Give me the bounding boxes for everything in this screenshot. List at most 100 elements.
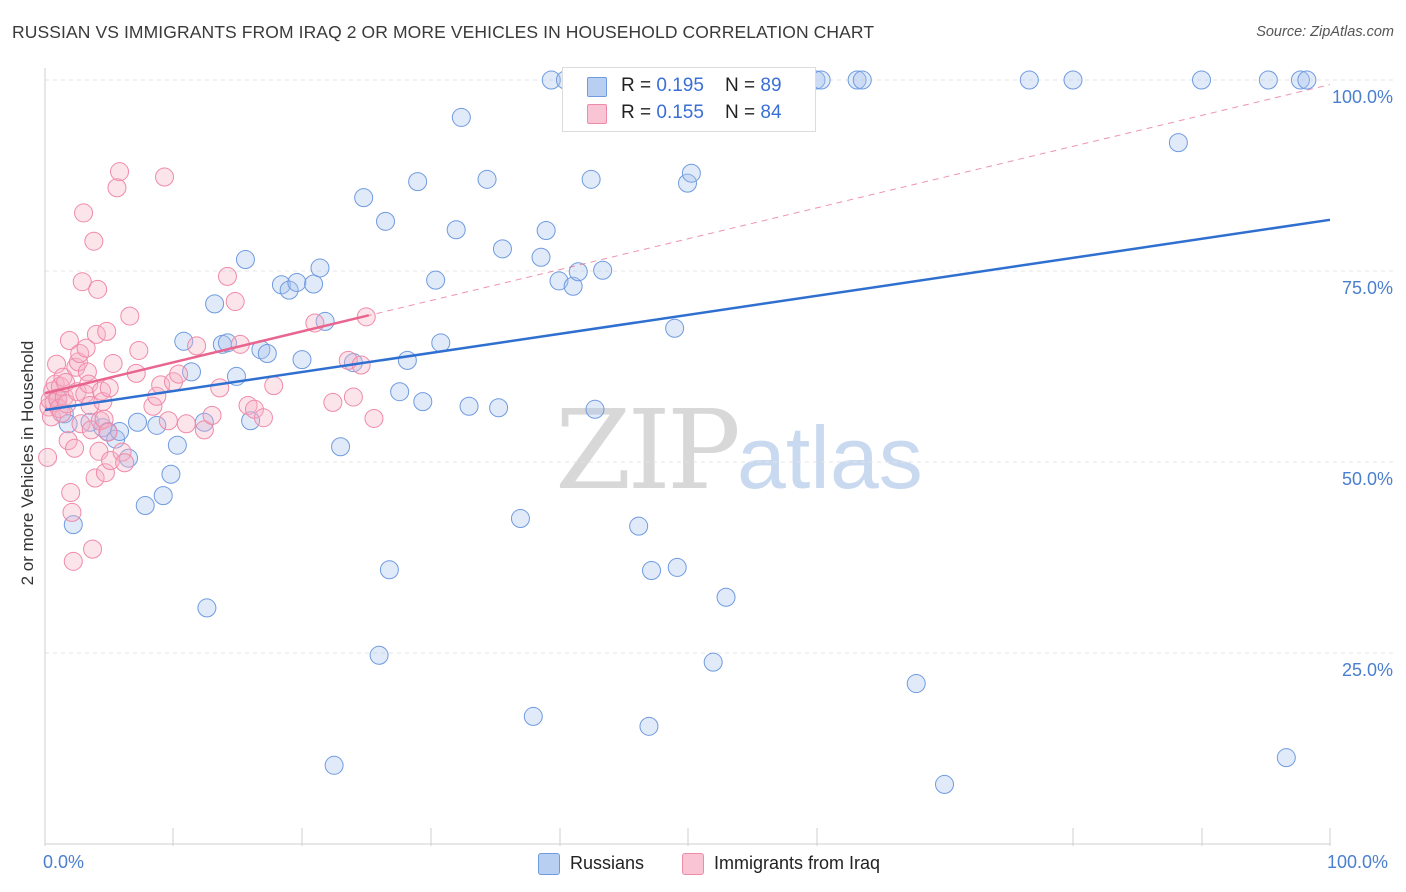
russians-point <box>167 435 187 455</box>
russians-point <box>135 496 155 516</box>
russians-point <box>304 274 324 294</box>
iraq-point <box>92 381 112 401</box>
russians-point <box>678 173 697 193</box>
iraq-point <box>65 438 85 458</box>
iraq-point <box>88 279 108 299</box>
y-tick-label: 50.0% <box>1341 469 1393 489</box>
russians-point <box>257 344 277 364</box>
russians-point <box>235 250 255 270</box>
iraq-point <box>95 463 115 483</box>
x-tick-label-min: 0.0% <box>43 852 85 872</box>
russians-trend-line <box>44 218 1331 412</box>
y-axis-label-wrap: 2 or more Vehicles in Household <box>6 0 50 892</box>
russians-point <box>1276 748 1296 768</box>
iraq-point <box>97 321 117 341</box>
iraq-trend-line <box>44 314 370 395</box>
russians-point <box>1290 70 1310 90</box>
russians-point <box>241 411 261 431</box>
russians-point <box>585 399 605 419</box>
russians-point <box>63 515 83 535</box>
russians-point <box>1168 133 1188 153</box>
legend-label: Russians <box>570 853 645 873</box>
iraq-swatch <box>587 104 607 124</box>
russians-point <box>703 652 723 672</box>
russians-point <box>477 169 497 189</box>
iraq-point <box>110 162 130 182</box>
iraq-point <box>53 367 73 387</box>
y-tick-label: 25.0% <box>1341 660 1393 680</box>
iraq-point <box>143 396 163 416</box>
russians-point <box>531 247 551 267</box>
y-tick-label: 100.0% <box>1331 87 1393 107</box>
iraq-point <box>217 266 237 286</box>
russians-point <box>197 598 217 618</box>
iraq-point <box>61 483 81 503</box>
russians-point <box>446 220 466 240</box>
russians-point <box>408 172 428 192</box>
russians-point <box>174 331 194 351</box>
iraq-point <box>72 272 92 292</box>
iraq-point <box>155 167 175 187</box>
iraq-point <box>210 378 230 398</box>
russians-point <box>390 382 410 402</box>
russians-point <box>279 280 299 300</box>
russians-point <box>541 70 561 90</box>
iraq-point <box>202 405 222 425</box>
russians-point <box>536 221 556 241</box>
iraq-point <box>89 441 109 461</box>
stats-text: R = 0.155 N = 84 <box>621 102 782 123</box>
russians-point <box>563 276 583 296</box>
russians-point <box>549 271 569 291</box>
iraq-point <box>71 414 91 434</box>
russians-point <box>716 587 736 607</box>
source-label: Source: ZipAtlas.com <box>1256 24 1394 40</box>
iraq-point <box>323 392 343 412</box>
russians-point <box>568 262 588 282</box>
russians-point <box>413 392 433 412</box>
y-tick-label: 75.0% <box>1341 278 1393 298</box>
russians-point <box>665 318 685 338</box>
iraq-point <box>70 344 90 364</box>
iraq-point <box>77 362 97 382</box>
russians-point <box>310 258 330 278</box>
russians-point <box>459 396 479 416</box>
russians-point <box>667 557 687 577</box>
russians-point <box>376 211 396 231</box>
russians-point <box>642 560 662 580</box>
iraq-point <box>86 324 106 344</box>
russians-point <box>324 755 344 775</box>
watermark: ZIPatlas <box>555 395 923 513</box>
iraq-point <box>364 408 384 428</box>
iraq-legend-swatch <box>682 853 704 875</box>
russians-point <box>1297 70 1317 90</box>
legend-label: Immigrants from Iraq <box>714 853 881 873</box>
russians-point <box>510 509 530 529</box>
russians-point <box>935 774 954 794</box>
iraq-point <box>84 231 104 251</box>
russians-point <box>847 70 867 90</box>
watermark-atlas: atlas <box>736 408 923 507</box>
russians-point <box>629 516 649 536</box>
russians-point <box>431 333 451 353</box>
russians-point <box>379 560 399 580</box>
russians-legend-swatch <box>538 853 560 875</box>
russians-point <box>1258 70 1278 90</box>
iraq-point <box>187 336 207 356</box>
iraq-point <box>107 178 127 198</box>
russians-point <box>153 486 173 506</box>
iraq-point <box>76 338 96 358</box>
russians-point <box>906 674 926 694</box>
russians-point <box>205 294 225 314</box>
iraq-point <box>63 551 83 571</box>
iraq-point <box>169 364 189 384</box>
russians-point <box>523 706 543 726</box>
russians-point <box>852 70 872 90</box>
russians-point <box>161 464 181 484</box>
stats-text: R = 0.195 N = 89 <box>621 75 782 96</box>
iraq-point <box>38 447 58 467</box>
russians-point <box>593 260 613 280</box>
iraq-point <box>99 378 119 398</box>
iraq-point <box>264 376 284 396</box>
russians-point <box>369 645 389 665</box>
